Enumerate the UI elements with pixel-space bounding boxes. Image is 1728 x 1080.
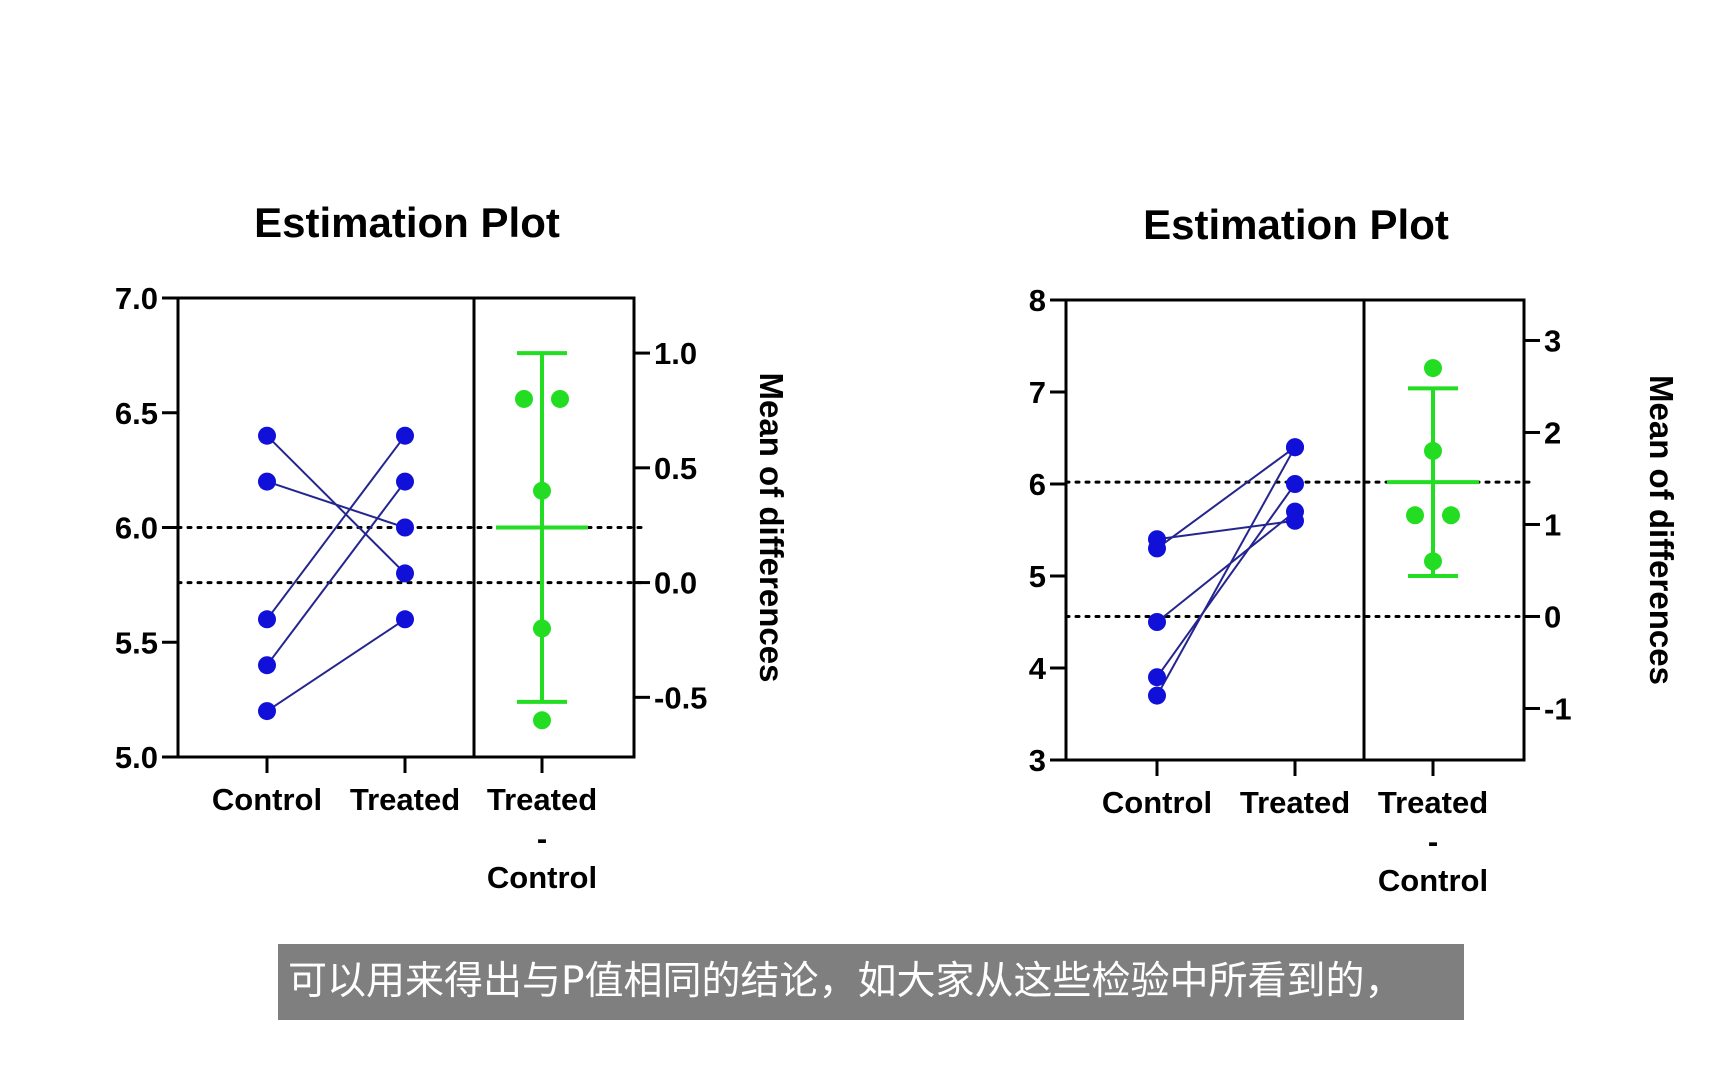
plot-frame	[1064, 298, 1526, 762]
x-axis-category-label: Treated - Control	[487, 782, 597, 895]
treated-point	[1286, 438, 1304, 457]
difference-point	[1424, 359, 1442, 378]
left-axis-tick-label: 3	[1029, 743, 1046, 778]
difference-point	[1424, 441, 1442, 460]
right-axis-tick-label: -1	[1544, 691, 1572, 726]
treated-point	[396, 472, 414, 491]
treated-point	[396, 426, 414, 445]
control-point	[258, 656, 276, 675]
chart-title: Estimation Plot	[254, 199, 560, 246]
x-axis-category-label: Treated	[1240, 785, 1350, 820]
x-axis-label-line: Treated	[350, 782, 460, 817]
control-point	[1148, 668, 1166, 687]
right-axis-label: Mean of differences	[1643, 375, 1680, 685]
difference-point	[533, 619, 551, 638]
treated-point	[396, 564, 414, 583]
paired-line	[1156, 510, 1296, 623]
difference-point	[515, 389, 533, 408]
paired-line	[266, 480, 406, 529]
x-axis-category-label: Control	[212, 782, 322, 817]
x-axis-label-line: Treated	[1378, 785, 1488, 820]
paired-line	[1156, 446, 1296, 550]
difference-point	[1442, 506, 1460, 525]
paired-line	[1156, 483, 1296, 678]
x-axis-label-line: Treated	[1240, 785, 1350, 820]
x-axis-category-label: Treated - Control	[1378, 785, 1488, 898]
treated-point	[396, 518, 414, 537]
paired-line	[1156, 519, 1296, 541]
left-axis-tick-label: 4	[1029, 651, 1047, 686]
difference-point	[551, 389, 569, 408]
difference-point	[1406, 506, 1424, 525]
left-axis-tick-label: 6.0	[115, 511, 158, 546]
control-point	[258, 702, 276, 721]
difference-point	[533, 711, 551, 730]
left-axis-tick-label: 8	[1029, 283, 1046, 318]
x-axis-label-line: -	[1428, 824, 1438, 859]
right-axis-tick-label: -0.5	[654, 680, 707, 715]
right-axis-tick-label: 0.0	[654, 566, 697, 601]
x-axis-label-line: Control	[1378, 863, 1488, 898]
left-axis-tick-label: 5.5	[115, 625, 158, 660]
x-axis-category-label: Control	[1102, 785, 1212, 820]
difference-point	[533, 481, 551, 500]
control-point	[1148, 539, 1166, 558]
right-axis-tick-label: 0	[1544, 599, 1561, 634]
estimation-plot-2: Estimation Plot 3 4 5 6 7 8 -1 0 1 2 3 Mean of diffe…	[1029, 201, 1680, 898]
right-axis-tick-label: 1	[1544, 507, 1561, 542]
paired-line	[266, 480, 406, 666]
left-axis-tick-label: 7.0	[115, 281, 158, 316]
left-axis-tick-label: 6.5	[115, 396, 158, 431]
right-axis-tick-label: 3	[1544, 323, 1561, 358]
x-axis-label-line: Control	[1102, 785, 1212, 820]
control-point	[258, 426, 276, 445]
left-axis-tick-label: 5.0	[115, 740, 158, 775]
right-axis-tick-label: 0.5	[654, 451, 697, 486]
treated-point	[1286, 475, 1304, 493]
x-axis-category-label: Treated	[350, 782, 460, 817]
x-axis-label-line: Control	[212, 782, 322, 817]
right-axis-tick-label: 1.0	[654, 336, 697, 371]
chart-title: Estimation Plot	[1143, 201, 1449, 248]
x-axis-label-line: Treated	[487, 782, 597, 817]
right-axis-label: Mean of differences	[753, 373, 790, 683]
control-point	[1148, 686, 1166, 705]
paired-line	[266, 435, 406, 620]
control-point	[1148, 613, 1166, 631]
x-axis-label-line: -	[537, 821, 547, 856]
difference-point	[1424, 552, 1442, 571]
control-point	[258, 610, 276, 629]
left-axis-tick-label: 5	[1029, 559, 1046, 594]
right-axis-tick-label: 2	[1544, 415, 1561, 450]
estimation-plot-1: Estimation Plot 5.0 5.5 6.0 6.5 7.0 -0.5 0.0 0.5…	[115, 199, 790, 895]
subtitle-caption: 可以用来得出与P值相同的结论，如大家从这些检验中所看到的，	[278, 944, 1464, 1020]
treated-point	[1286, 502, 1304, 521]
x-axis-label-line: Control	[487, 860, 597, 895]
left-axis-tick-label: 7	[1029, 375, 1046, 410]
control-point	[258, 472, 276, 491]
treated-point	[396, 610, 414, 629]
paired-line	[266, 618, 406, 712]
paired-line	[1156, 446, 1296, 697]
left-axis-tick-label: 6	[1029, 467, 1046, 502]
